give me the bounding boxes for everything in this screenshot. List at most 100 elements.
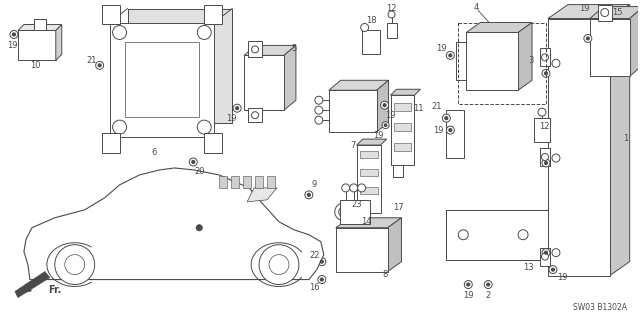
Text: 23: 23 [351,200,362,209]
Circle shape [541,54,548,61]
Text: 12: 12 [539,122,549,130]
Circle shape [197,26,211,40]
Circle shape [10,31,18,39]
Text: 17: 17 [393,203,404,212]
Polygon shape [610,4,630,276]
Text: 7: 7 [350,141,355,150]
Circle shape [259,245,299,285]
Bar [329,90,376,132]
Circle shape [484,280,492,288]
Bar [360,169,378,176]
Bar [18,31,56,60]
Bar [590,19,630,76]
Circle shape [358,184,365,192]
Text: 19: 19 [373,130,384,140]
Circle shape [55,245,95,285]
Bar [540,148,550,166]
Bar [458,23,546,104]
Bar [446,110,464,158]
Bar [387,23,397,39]
Polygon shape [467,23,532,33]
Bar [467,33,518,90]
Circle shape [65,255,84,275]
Circle shape [446,126,454,134]
Bar [102,133,120,153]
Text: 22: 22 [310,251,320,260]
Circle shape [486,283,490,286]
Polygon shape [590,7,640,19]
Circle shape [339,207,349,217]
Circle shape [269,255,289,275]
Bar [336,228,388,271]
Polygon shape [127,9,232,123]
Polygon shape [244,45,296,56]
Text: 19: 19 [6,41,17,50]
Bar [204,4,222,25]
Polygon shape [446,210,548,260]
Text: 11: 11 [413,104,424,113]
Circle shape [189,158,197,166]
Bar [267,176,275,188]
Text: Fr.: Fr. [48,285,61,294]
Circle shape [552,59,560,67]
Text: 10: 10 [29,61,40,70]
Text: 16: 16 [310,283,320,292]
Bar [340,200,370,224]
Circle shape [197,120,211,134]
Polygon shape [336,218,401,228]
Circle shape [549,266,557,274]
Circle shape [445,116,448,120]
Circle shape [320,278,323,281]
Circle shape [545,251,548,254]
Text: 5: 5 [291,44,296,53]
Circle shape [196,225,202,231]
Circle shape [542,159,550,167]
Polygon shape [284,45,296,110]
Polygon shape [390,89,420,95]
Circle shape [518,230,528,240]
Polygon shape [376,80,388,132]
Circle shape [552,268,554,271]
Polygon shape [247,188,277,202]
Circle shape [113,26,127,40]
Circle shape [552,154,560,162]
Circle shape [252,46,259,53]
Circle shape [335,203,353,221]
Bar [243,176,251,188]
Circle shape [467,283,470,286]
Polygon shape [329,80,388,90]
Bar [394,123,412,131]
Text: 19: 19 [226,114,236,122]
Circle shape [315,96,323,104]
Bar [102,4,120,25]
Circle shape [541,153,548,160]
Bar [392,165,403,177]
Circle shape [233,104,241,112]
Circle shape [315,116,323,124]
Text: 20: 20 [194,167,205,176]
Circle shape [545,161,548,165]
Bar [356,145,381,213]
Bar [231,176,239,188]
Bar [244,56,284,110]
Circle shape [449,54,452,57]
Polygon shape [388,218,401,271]
Polygon shape [548,4,630,19]
Circle shape [318,258,326,266]
Circle shape [342,184,349,192]
Text: 3: 3 [529,56,534,65]
Bar [248,108,262,122]
Circle shape [541,253,548,260]
Circle shape [252,112,259,119]
Bar [248,41,262,57]
Text: 19: 19 [579,4,589,13]
Text: 15: 15 [612,8,623,17]
Circle shape [545,72,548,75]
Bar [540,248,550,266]
Polygon shape [24,168,324,279]
Text: 13: 13 [523,263,533,272]
Circle shape [113,120,127,134]
Text: 2: 2 [486,291,491,300]
Text: 19: 19 [385,111,396,120]
Circle shape [349,184,358,192]
